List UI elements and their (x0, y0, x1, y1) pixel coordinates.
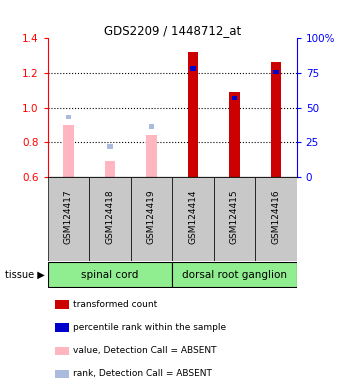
Bar (190, 66, 196, 71)
Bar (107, 144, 113, 149)
Text: GSM124418: GSM124418 (105, 189, 115, 244)
Bar (214, 177, 255, 261)
Bar (55, 346, 69, 355)
Bar (188, 52, 198, 177)
Bar (172, 263, 297, 286)
Bar (55, 323, 69, 332)
Text: GSM124417: GSM124417 (64, 189, 73, 244)
Bar (55, 369, 69, 378)
Bar (66, 115, 71, 119)
Text: transformed count: transformed count (73, 300, 157, 309)
Bar (89, 177, 131, 261)
Text: percentile rank within the sample: percentile rank within the sample (73, 323, 226, 332)
Text: spinal cord: spinal cord (81, 270, 139, 280)
Text: tissue ▶: tissue ▶ (4, 270, 44, 280)
Bar (105, 161, 115, 177)
Text: GSM124419: GSM124419 (147, 189, 156, 244)
Bar (48, 263, 172, 286)
Bar (48, 177, 89, 261)
Bar (55, 300, 69, 309)
Bar (131, 177, 172, 261)
Text: rank, Detection Call = ABSENT: rank, Detection Call = ABSENT (73, 369, 211, 378)
Text: dorsal root ganglion: dorsal root ganglion (182, 270, 287, 280)
Bar (149, 124, 154, 129)
Text: value, Detection Call = ABSENT: value, Detection Call = ABSENT (73, 346, 216, 355)
Text: GSM124414: GSM124414 (189, 189, 197, 244)
Bar (63, 125, 74, 177)
Bar (255, 177, 297, 261)
Text: GSM124416: GSM124416 (271, 189, 280, 244)
Text: GSM124415: GSM124415 (230, 189, 239, 244)
Bar (273, 70, 279, 74)
Bar (232, 96, 237, 100)
Bar (146, 135, 157, 177)
Bar (229, 92, 240, 177)
Bar (271, 62, 281, 177)
Bar (172, 177, 214, 261)
Title: GDS2209 / 1448712_at: GDS2209 / 1448712_at (104, 24, 241, 37)
